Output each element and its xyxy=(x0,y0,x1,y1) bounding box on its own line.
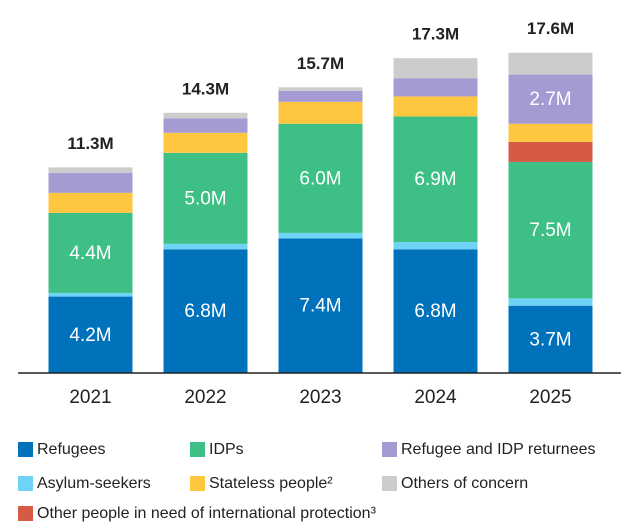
x-tick-label: 2024 xyxy=(414,387,457,408)
legend-label: IDPs xyxy=(209,441,244,458)
bar-segment xyxy=(508,141,593,162)
bar-segment xyxy=(48,167,133,173)
value-label: 6.8M xyxy=(414,301,456,322)
total-label: 15.7M xyxy=(297,54,344,73)
total-label: 17.3M xyxy=(412,25,459,44)
bar-segment xyxy=(278,87,363,91)
legend-label: Refugees xyxy=(37,441,106,458)
value-label: 6.8M xyxy=(184,301,226,322)
bar-segment xyxy=(163,152,248,244)
value-label: 2.7M xyxy=(529,89,571,110)
value-label: 4.4M xyxy=(69,243,111,264)
legend-swatch xyxy=(18,476,33,491)
bar-segment xyxy=(278,123,363,233)
bar-segment xyxy=(278,90,363,102)
legend-swatch xyxy=(18,442,33,457)
bar-segment xyxy=(48,292,133,297)
bar-segment xyxy=(508,123,593,142)
bar-segment xyxy=(393,96,478,117)
bar-segment xyxy=(163,249,248,373)
legend-swatch xyxy=(190,442,205,457)
bar-segment xyxy=(278,238,363,373)
value-label: 7.4M xyxy=(299,296,341,317)
x-tick-label: 2025 xyxy=(529,387,571,408)
bar-segment xyxy=(393,58,478,79)
bar-segment xyxy=(508,298,593,306)
value-label: 6.9M xyxy=(414,169,456,190)
bar-segment xyxy=(48,212,133,293)
value-label: 3.7M xyxy=(529,329,571,350)
bar-segment xyxy=(393,241,478,250)
bar-segment xyxy=(393,78,478,97)
x-tick-label: 2023 xyxy=(299,387,341,408)
legend-swatch xyxy=(382,442,397,457)
value-label: 7.5M xyxy=(529,220,571,241)
bar-segment xyxy=(163,243,248,250)
bar-segment xyxy=(393,116,478,242)
bar-segment xyxy=(278,101,363,124)
bar-segment xyxy=(508,161,593,299)
value-label: 6.0M xyxy=(299,168,341,189)
bar-segment xyxy=(48,192,133,213)
total-label: 17.6M xyxy=(527,19,574,38)
value-label: 5.0M xyxy=(184,188,226,209)
legend-swatch xyxy=(18,506,33,521)
bar-segment xyxy=(508,305,593,373)
value-label: 4.2M xyxy=(69,325,111,346)
bar-segment xyxy=(393,249,478,373)
legend-swatch xyxy=(190,476,205,491)
bar-segment xyxy=(508,52,593,75)
x-tick-label: 2022 xyxy=(184,387,226,408)
bar-segment xyxy=(163,132,248,153)
bar-segment xyxy=(508,74,593,124)
total-label: 11.3M xyxy=(67,134,113,153)
bar-segment xyxy=(163,112,248,119)
legend-label: Other people in need of international pr… xyxy=(37,505,377,522)
total-label: 14.3M xyxy=(182,79,229,98)
bar-segment xyxy=(48,296,133,373)
x-tick-label: 2021 xyxy=(69,387,111,408)
legend-label: Stateless people² xyxy=(209,475,333,492)
legend-label: Refugee and IDP returnees xyxy=(401,441,596,458)
legend-label: Asylum-seekers xyxy=(37,475,151,492)
bar-segment xyxy=(48,172,133,193)
bar-segment xyxy=(163,118,248,133)
legend-label: Others of concern xyxy=(401,475,528,492)
bar-segment xyxy=(278,232,363,239)
legend-swatch xyxy=(382,476,397,491)
